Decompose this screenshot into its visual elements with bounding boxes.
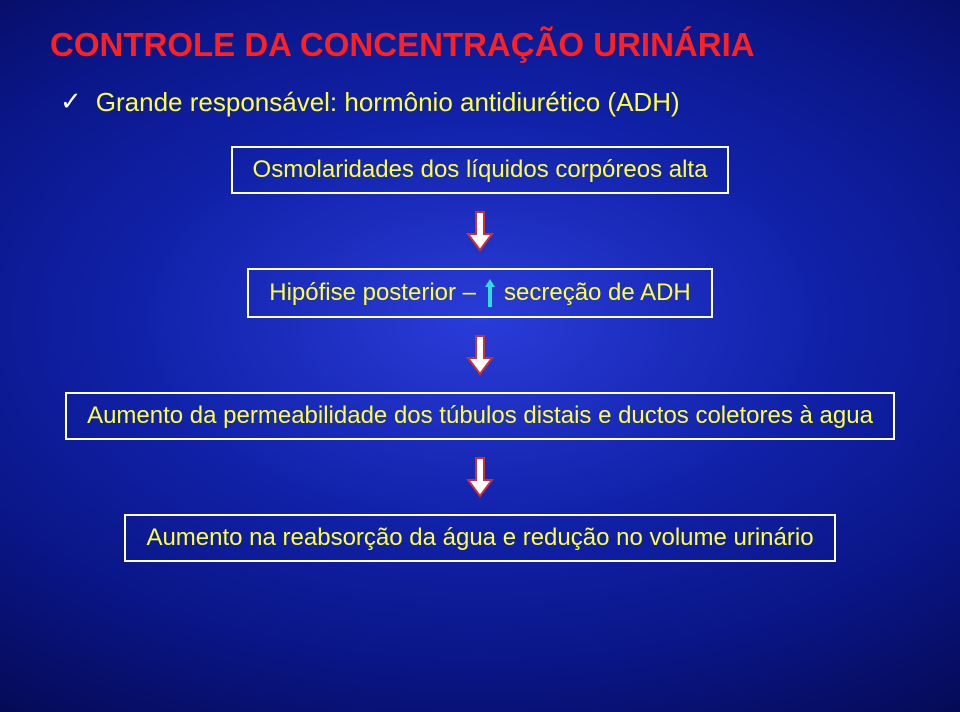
flowchart: Osmolaridades dos líquidos corpóreos alt… bbox=[50, 146, 910, 562]
box-permeabilidade: Aumento da permeabilidade dos túbulos di… bbox=[65, 392, 895, 440]
check-icon: ✓ bbox=[60, 86, 82, 116]
box-text-right: secreção de ADH bbox=[504, 279, 691, 307]
bullet-line: ✓ Grande responsável: hormônio antidiuré… bbox=[60, 86, 910, 118]
arrow-up-icon bbox=[484, 278, 496, 308]
slide: CONTROLE DA CONCENTRAÇÃO URINÁRIA ✓ Gran… bbox=[0, 0, 960, 712]
box-osmolaridades: Osmolaridades dos líquidos corpóreos alt… bbox=[231, 146, 730, 194]
box-reabsorcao: Aumento na reabsorção da água e redução … bbox=[124, 514, 835, 562]
box-text: Osmolaridades dos líquidos corpóreos alt… bbox=[253, 156, 708, 184]
arrow-down-icon bbox=[466, 210, 494, 252]
box-hipofise: Hipófise posterior – secreção de ADH bbox=[247, 268, 713, 318]
box-text-left: Hipófise posterior – bbox=[269, 279, 476, 307]
bullet-text: Grande responsável: hormônio antidiuréti… bbox=[96, 86, 680, 118]
slide-title: CONTROLE DA CONCENTRAÇÃO URINÁRIA bbox=[50, 26, 910, 64]
arrow-down-icon bbox=[466, 456, 494, 498]
box-text: Aumento da permeabilidade dos túbulos di… bbox=[87, 402, 873, 430]
inline-box: Hipófise posterior – secreção de ADH bbox=[269, 278, 691, 308]
box-text: Aumento na reabsorção da água e redução … bbox=[146, 524, 813, 552]
arrow-down-icon bbox=[466, 334, 494, 376]
